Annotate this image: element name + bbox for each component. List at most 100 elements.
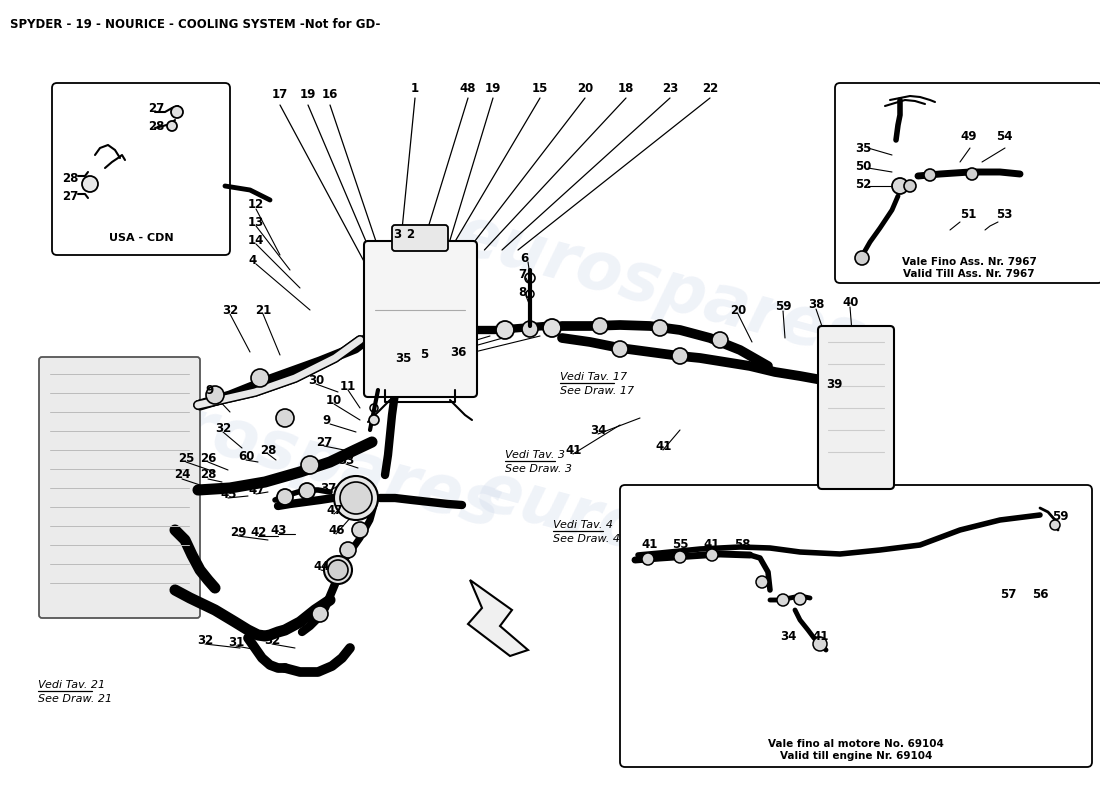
Text: 38: 38 (808, 298, 824, 311)
Text: 34: 34 (780, 630, 796, 642)
Text: 35: 35 (855, 142, 871, 154)
Circle shape (522, 321, 538, 337)
Polygon shape (468, 580, 528, 656)
Circle shape (82, 176, 98, 192)
Text: 32: 32 (222, 303, 239, 317)
Text: 50: 50 (855, 159, 871, 173)
Circle shape (966, 168, 978, 180)
Text: Vedi Tav. 3: Vedi Tav. 3 (505, 450, 565, 460)
Text: Vedi Tav. 17: Vedi Tav. 17 (560, 372, 627, 382)
Text: 26: 26 (200, 451, 217, 465)
Text: 27: 27 (148, 102, 164, 114)
Text: 41: 41 (641, 538, 658, 550)
Text: Vale fino al motore No. 69104: Vale fino al motore No. 69104 (768, 739, 944, 749)
Circle shape (301, 456, 319, 474)
Text: 40: 40 (842, 297, 858, 310)
Text: 53: 53 (996, 207, 1012, 221)
Text: 28: 28 (62, 171, 78, 185)
Text: 54: 54 (996, 130, 1012, 142)
Circle shape (368, 415, 379, 425)
Text: 49: 49 (960, 130, 977, 142)
Text: 60: 60 (238, 450, 254, 462)
Text: 36: 36 (450, 346, 466, 358)
Circle shape (756, 576, 768, 588)
Text: Vale Fino Ass. Nr. 7967: Vale Fino Ass. Nr. 7967 (902, 257, 1036, 267)
Circle shape (1050, 520, 1060, 530)
FancyBboxPatch shape (52, 83, 230, 255)
Text: 8: 8 (518, 286, 526, 298)
Text: Valid till engine Nr. 69104: Valid till engine Nr. 69104 (780, 751, 932, 761)
Text: 28: 28 (260, 443, 276, 457)
Text: 47: 47 (326, 503, 342, 517)
Text: Valid Till Ass. Nr. 7967: Valid Till Ass. Nr. 7967 (903, 269, 1035, 279)
Circle shape (340, 542, 356, 558)
Text: 11: 11 (340, 379, 356, 393)
Circle shape (892, 178, 907, 194)
Circle shape (276, 409, 294, 427)
Text: ____________: ____________ (560, 372, 627, 382)
Circle shape (170, 106, 183, 118)
Text: 19: 19 (485, 82, 502, 94)
Text: 32: 32 (214, 422, 231, 434)
Circle shape (543, 319, 561, 337)
Text: 25: 25 (178, 451, 195, 465)
Text: 47: 47 (248, 483, 264, 497)
Text: 37: 37 (320, 482, 337, 494)
Circle shape (855, 251, 869, 265)
Text: 44: 44 (314, 559, 330, 573)
Text: See Draw. 4: See Draw. 4 (553, 534, 620, 544)
Circle shape (794, 593, 806, 605)
Circle shape (904, 180, 916, 192)
Circle shape (706, 549, 718, 561)
Text: 41: 41 (654, 439, 671, 453)
Text: See Draw. 17: See Draw. 17 (560, 386, 634, 396)
Text: 14: 14 (248, 234, 264, 246)
Text: 7: 7 (518, 267, 526, 281)
Text: 19: 19 (300, 89, 316, 102)
Text: 5: 5 (420, 349, 428, 362)
Text: 59: 59 (1052, 510, 1068, 522)
FancyBboxPatch shape (835, 83, 1100, 283)
Text: 32: 32 (197, 634, 213, 646)
Text: 15: 15 (531, 82, 548, 94)
Text: 9: 9 (205, 383, 213, 397)
Text: 24: 24 (174, 469, 190, 482)
Text: 45: 45 (220, 487, 236, 501)
Text: 55: 55 (672, 538, 689, 550)
Circle shape (299, 483, 315, 499)
Circle shape (167, 121, 177, 131)
Text: 13: 13 (248, 215, 264, 229)
Text: 41: 41 (565, 443, 582, 457)
Text: 41: 41 (812, 630, 828, 642)
Text: 4: 4 (248, 254, 256, 266)
Circle shape (642, 553, 654, 565)
Circle shape (312, 606, 328, 622)
Text: 27: 27 (62, 190, 78, 202)
Circle shape (777, 594, 789, 606)
Text: 31: 31 (228, 635, 244, 649)
Text: 57: 57 (1000, 587, 1016, 601)
FancyBboxPatch shape (39, 357, 200, 618)
Text: USA - CDN: USA - CDN (109, 233, 174, 243)
Text: 34: 34 (590, 423, 606, 437)
Text: 51: 51 (960, 207, 977, 221)
Text: 21: 21 (255, 303, 272, 317)
Circle shape (672, 348, 688, 364)
Text: 3: 3 (393, 227, 402, 241)
Text: See Draw. 3: See Draw. 3 (505, 464, 572, 474)
Text: 52: 52 (855, 178, 871, 190)
Text: 2: 2 (406, 227, 414, 241)
Text: 16: 16 (322, 89, 338, 102)
Text: 20: 20 (576, 82, 593, 94)
Text: 28: 28 (200, 469, 217, 482)
Circle shape (813, 637, 827, 651)
Text: ____________: ____________ (39, 680, 106, 690)
Text: ___________: ___________ (553, 520, 615, 530)
FancyBboxPatch shape (392, 225, 448, 251)
Text: 35: 35 (395, 351, 411, 365)
Circle shape (352, 522, 368, 538)
Text: 46: 46 (328, 523, 344, 537)
Text: See Draw. 21: See Draw. 21 (39, 694, 112, 704)
Circle shape (324, 556, 352, 584)
Text: 1: 1 (411, 82, 419, 94)
